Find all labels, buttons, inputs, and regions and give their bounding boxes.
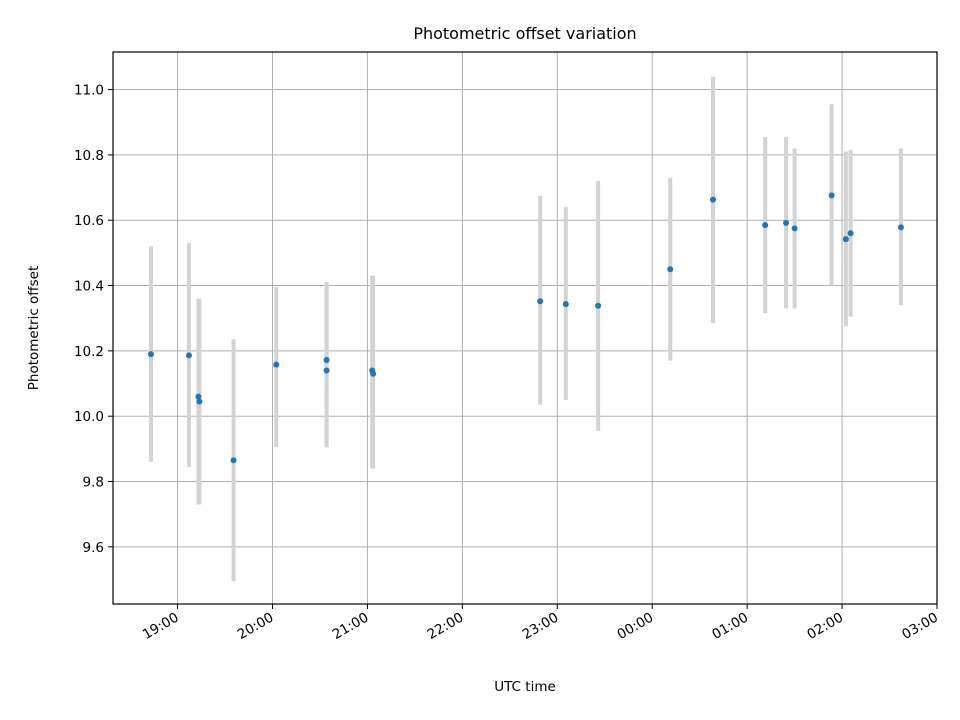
x-tick-label: 00:00 [615,610,657,643]
data-point [273,361,280,368]
x-axis-ticks: 19:00 20:00 21:00 22:00 23:00 00:00 01:00 02:00… [140,604,941,643]
data-point [195,393,202,400]
y-tick-label: 10.4 [74,279,104,295]
y-tick-label: 9.6 [83,540,104,556]
data-point [595,302,602,309]
x-tick-label: 19:00 [140,610,182,643]
error-bars [148,76,903,582]
data-point [842,236,849,243]
data-point [147,351,154,358]
y-tick-label: 10.8 [74,148,104,164]
data-point [828,192,835,199]
data-point [196,398,203,405]
data-point [709,196,716,203]
data-point [897,224,904,231]
y-tick-label: 10.2 [74,344,104,360]
grid-lines [113,52,938,604]
data-point [562,301,569,308]
data-point [323,357,330,364]
data-point [323,367,330,374]
x-tick-label: 03:00 [899,610,941,643]
x-tick-label: 21:00 [330,610,372,643]
y-axis-label: Photometric offset [26,266,42,390]
data-point [791,225,798,232]
y-tick-label: 11.0 [74,83,104,99]
x-axis-label: UTC time [494,679,556,695]
data-points [147,192,904,464]
data-point [185,352,192,359]
x-tick-label: 23:00 [520,610,562,643]
data-point [762,222,769,229]
data-point [230,457,237,464]
data-point [847,230,854,237]
x-tick-label: 02:00 [804,610,846,643]
x-tick-label: 20:00 [235,610,277,643]
y-tick-label: 10.6 [74,213,104,229]
chart-title: Photometric offset variation [413,24,636,43]
y-tick-label: 10.0 [74,409,104,425]
plot-frame [112,51,938,605]
x-tick-label: 01:00 [709,610,751,643]
y-axis-ticks: 9.6 9.8 10.0 10.2 10.4 10.6 10.8 11.0 [74,83,113,556]
data-point [667,266,674,273]
data-point [537,298,544,305]
y-tick-label: 9.8 [83,475,104,491]
data-point [783,219,790,226]
data-point [370,370,377,377]
x-tick-label: 22:00 [425,610,467,643]
